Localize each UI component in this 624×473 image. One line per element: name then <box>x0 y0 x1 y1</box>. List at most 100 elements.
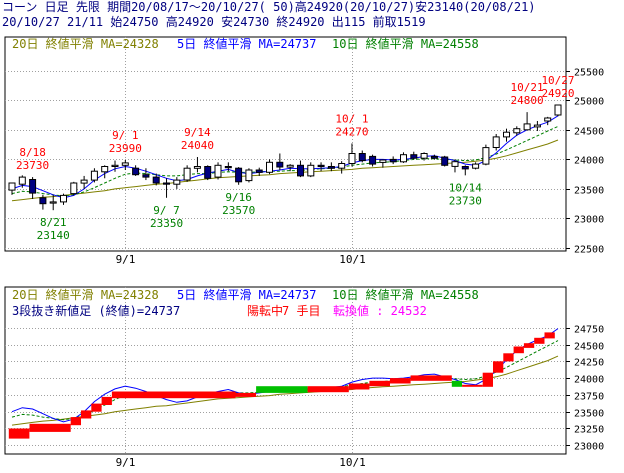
y-tick-label: 23000 <box>574 442 604 453</box>
brick-up <box>348 383 370 390</box>
brick-up <box>513 346 524 354</box>
candle-down <box>29 179 37 194</box>
ma-legend-2: 10日 終値平滑 MA=24558 <box>332 287 479 302</box>
candle-up <box>121 162 129 166</box>
annotation-date: 8/21 <box>40 216 67 229</box>
y-tick-label: 22500 <box>574 245 604 256</box>
candle-down <box>132 167 140 176</box>
ma-legend-0: 20日 終値平滑 MA=24328 <box>12 36 159 51</box>
candlestick-panel: 22500 23000 23500 24000 24500 25000 25500 9/1 10… <box>4 36 604 266</box>
y-tick-label: 24000 <box>574 375 604 386</box>
tlb-ma20-line <box>11 355 559 426</box>
candle-down <box>317 164 325 168</box>
brick-up <box>29 423 71 432</box>
candle-down <box>142 174 150 178</box>
candle-down <box>430 155 438 159</box>
candle-up <box>554 104 562 116</box>
tlb-ma10-line <box>11 340 559 421</box>
annotation-value: 23730 <box>449 194 482 207</box>
candle-down <box>224 166 232 169</box>
tlb-reversal: 転換値 : 24532 <box>333 303 427 318</box>
brick-up <box>493 361 504 373</box>
candle-down <box>297 164 304 177</box>
brick-up <box>81 410 92 419</box>
y-tick-label: 25000 <box>574 97 604 108</box>
candle-down <box>255 169 263 173</box>
brick-up <box>534 337 545 344</box>
annotation-date: 10/21 <box>511 81 544 94</box>
candle-up <box>492 136 500 148</box>
annotation-date: 9/16 <box>225 191 252 204</box>
candle-up <box>173 179 181 185</box>
candle-up <box>266 161 273 173</box>
brick-down <box>451 380 463 387</box>
y-tick-label: 23000 <box>574 215 604 226</box>
candle-up <box>400 154 407 163</box>
candle-plot-frame <box>4 36 567 252</box>
ma5-line <box>11 115 559 199</box>
candle-up <box>183 167 191 181</box>
ma20-line <box>11 139 559 202</box>
candle-up <box>420 153 428 159</box>
annotation-date: 9/ 7 <box>153 204 180 217</box>
ma10-line <box>11 125 559 197</box>
y-tick-label: 25500 <box>574 68 604 79</box>
annotation-value: 24800 <box>511 94 544 107</box>
ma-legend-2: 10日 終値平滑 MA=24558 <box>332 36 479 51</box>
x-tick-label: 10/1 <box>339 456 366 469</box>
candle-down <box>204 166 212 179</box>
annotation-date: 9/ 1 <box>112 129 139 142</box>
candle-up <box>338 163 346 169</box>
y-tick-label: 23750 <box>574 392 604 403</box>
x-tick-label: 10/1 <box>339 253 366 266</box>
y-tick-label: 24500 <box>574 342 604 353</box>
y-tick-label: 23500 <box>574 186 604 197</box>
brick-up <box>8 428 30 439</box>
candle-down <box>461 166 469 170</box>
period-header: コーン 日足 先限 期間20/08/17～20/10/27( 50)高24920… <box>2 0 536 14</box>
y-tick-label: 24500 <box>574 127 604 138</box>
candle-down <box>39 197 47 205</box>
candle-up <box>101 166 109 173</box>
candle-down <box>276 161 284 168</box>
candle-up <box>286 164 294 168</box>
tlb-title: 3段抜き新値足 (終値)=24737 <box>12 303 180 318</box>
candle-up <box>513 128 521 134</box>
y-tick-label: 23250 <box>574 425 604 436</box>
candle-up <box>503 131 510 138</box>
brick-up <box>307 386 349 393</box>
brick-up <box>503 353 514 362</box>
brick-up <box>235 392 257 397</box>
y-tick-label: 24000 <box>574 156 604 167</box>
tlb-plot-frame <box>4 286 567 455</box>
candle-up <box>18 176 26 185</box>
candle-up <box>348 153 356 164</box>
annotation-date: 8/18 <box>19 146 46 159</box>
brick-up <box>523 343 535 348</box>
candle-up <box>379 159 387 163</box>
candle-up <box>60 194 67 203</box>
candle-down <box>327 166 335 169</box>
candle-down <box>369 155 377 165</box>
brick-up <box>111 391 236 399</box>
ma-legend-1: 5日 終値平滑 MA=24737 <box>177 287 316 302</box>
tlb-state: 陽転中 <box>247 303 283 318</box>
y-tick-label: 23500 <box>574 409 604 420</box>
brick-up <box>390 378 411 384</box>
tlb-count: 7 手目 <box>282 304 320 318</box>
annotation-value: 24040 <box>181 139 214 152</box>
brick-up <box>369 380 390 387</box>
annotation-date: 10/27 <box>541 74 574 87</box>
brick-down <box>256 386 308 393</box>
brick-up <box>410 375 452 381</box>
annotation-value: 23140 <box>37 229 70 242</box>
candle-up <box>214 164 222 178</box>
candle-up <box>70 182 78 195</box>
candle-up <box>111 164 119 168</box>
annotation-date: 10/14 <box>449 181 482 194</box>
annotation-value: 23570 <box>222 204 255 217</box>
annotation-value: 23730 <box>16 159 49 172</box>
candle-down <box>358 153 366 162</box>
